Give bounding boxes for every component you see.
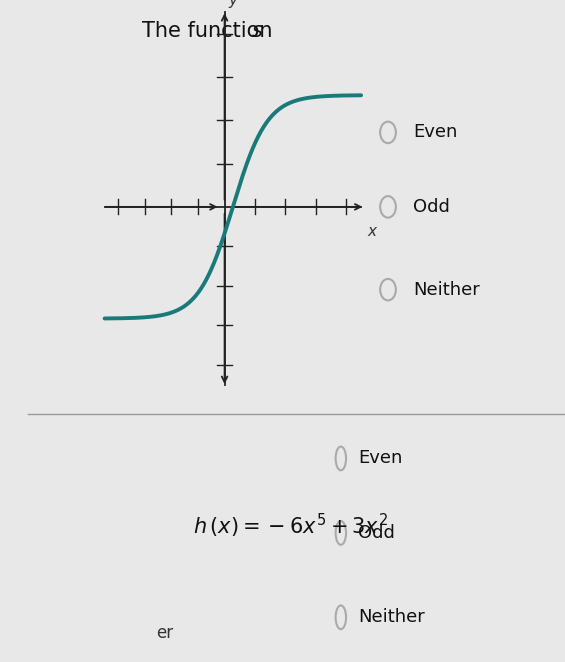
Text: y: y [229,0,238,9]
Text: Odd: Odd [358,524,395,542]
Text: Odd: Odd [413,198,450,216]
Text: Neither: Neither [358,608,425,626]
Text: Even: Even [358,449,403,467]
Text: x: x [367,224,376,239]
Text: Even: Even [413,123,457,142]
Text: Neither: Neither [413,281,480,299]
Text: s: s [251,21,262,40]
Text: $h\,(x) = -6x^5 + 3x^2$: $h\,(x) = -6x^5 + 3x^2$ [193,511,388,540]
Text: The function: The function [142,21,279,40]
Text: er: er [156,624,173,642]
